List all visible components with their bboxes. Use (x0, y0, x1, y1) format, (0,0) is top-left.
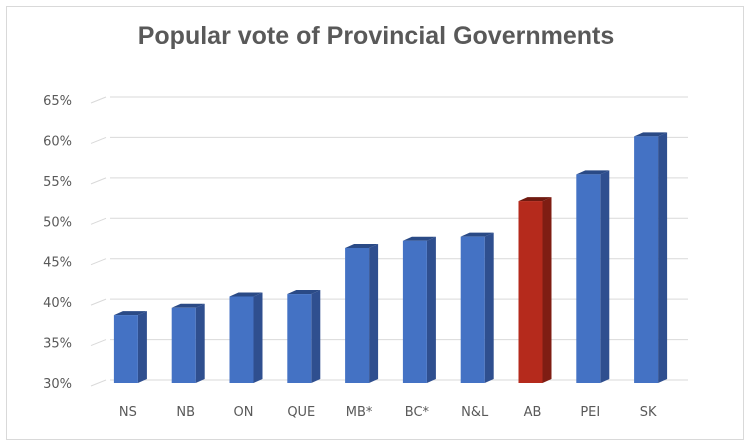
bar-side (542, 197, 552, 383)
bar-top (460, 232, 494, 237)
bar-front (576, 174, 601, 383)
x-tick-label: AB (524, 405, 542, 420)
y-tick-label: 40% (43, 296, 72, 311)
grid-line-depth (90, 217, 107, 225)
x-tick-label: MB* (346, 405, 373, 420)
y-tick-label: 30% (43, 377, 72, 392)
bar-side (369, 243, 379, 383)
y-tick-label: 60% (43, 134, 72, 149)
bar-front (518, 201, 543, 383)
bar-top (171, 303, 205, 308)
bar-front (402, 240, 427, 383)
y-tick-label: 35% (43, 337, 72, 352)
bar-front (113, 315, 138, 383)
bar-pei (576, 170, 610, 383)
grid-line-depth (90, 298, 107, 306)
y-axis-ticks: 30% 35% 40% 45% 50% 55% 60% 65% (43, 94, 72, 392)
y-tick-label: 55% (43, 175, 72, 190)
x-tick-label: QUE (287, 405, 315, 420)
bar-sk (634, 132, 668, 383)
bar-front (460, 236, 485, 383)
x-tick-label: BC* (405, 405, 430, 420)
bar-top (576, 170, 610, 175)
grid-line-depth (90, 339, 107, 347)
bar-top (634, 132, 668, 137)
bars (113, 132, 668, 383)
bar-nb (171, 303, 205, 383)
bar-side (311, 290, 321, 383)
x-tick-label: NB (176, 405, 195, 420)
x-tick-label: ON (234, 405, 254, 420)
bar-front (229, 296, 254, 383)
x-tick-label: N&L (461, 405, 489, 420)
x-tick-label: PEI (580, 405, 600, 420)
bar-nl (460, 232, 494, 383)
bar-side (658, 132, 668, 383)
bar-ab (518, 197, 552, 383)
x-axis-ticks: NS NB ON QUE MB* BC* N&L AB PEI SK (119, 405, 657, 420)
grid-line-depth (90, 136, 107, 144)
bar-que (287, 290, 321, 383)
grid-line-depth (90, 258, 107, 266)
bar-ns (113, 311, 147, 383)
bar-mb (345, 243, 379, 383)
chart-title: Popular vote of Provincial Governments (137, 22, 615, 50)
y-tick-label: 45% (43, 256, 72, 271)
bar-top (518, 197, 552, 202)
x-tick-label: SK (640, 405, 657, 420)
grid-line-depth (90, 177, 107, 185)
bar-side (137, 311, 147, 383)
bar-on (229, 292, 263, 383)
bar-top (113, 311, 147, 316)
bar-side (253, 292, 263, 383)
bar-front (634, 136, 659, 383)
bar-side (426, 236, 436, 383)
bar-top (229, 292, 263, 297)
bar-top (402, 236, 436, 241)
bar-bc (402, 236, 436, 383)
bar-front (345, 247, 370, 383)
x-tick-label: NS (119, 405, 137, 420)
y-tick-label: 65% (43, 94, 72, 109)
grid-line-depth (90, 96, 107, 104)
bar-side (195, 303, 205, 383)
bar-top (345, 243, 379, 248)
bar-side (484, 232, 494, 383)
bar-side (600, 170, 610, 383)
y-tick-label: 50% (43, 215, 72, 230)
bar-top (287, 290, 321, 295)
bar-front (171, 307, 196, 383)
bar-front (287, 294, 312, 383)
grid-line-depth (90, 379, 107, 387)
